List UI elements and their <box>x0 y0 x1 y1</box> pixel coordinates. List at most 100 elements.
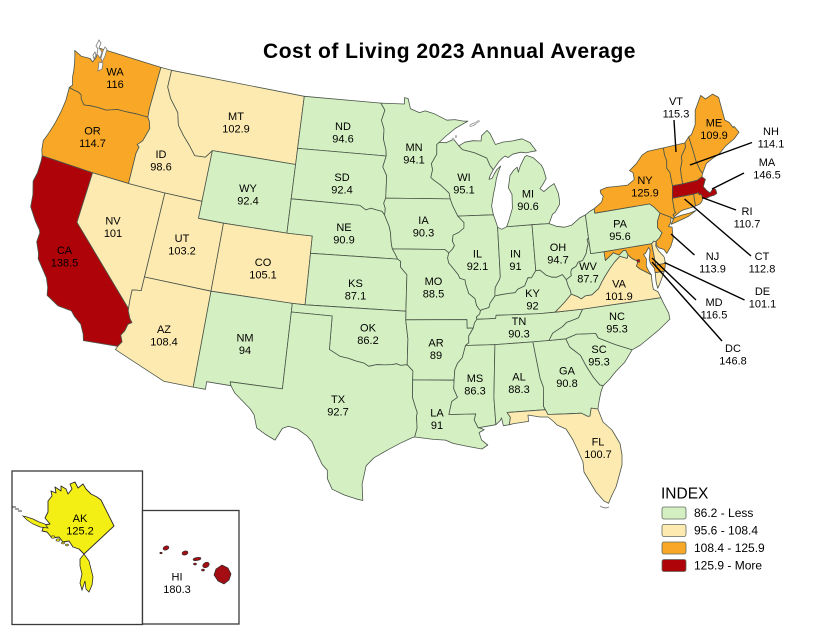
svg-text:OH: OH <box>550 242 567 254</box>
svg-text:90.9: 90.9 <box>333 235 354 247</box>
svg-text:NY: NY <box>637 175 653 187</box>
svg-text:VA: VA <box>612 279 627 291</box>
svg-text:SC: SC <box>591 344 606 356</box>
svg-text:Cost of Living 2023 Annual Ave: Cost of Living 2023 Annual Average <box>263 40 636 63</box>
svg-text:95.6: 95.6 <box>609 231 630 243</box>
svg-text:WV: WV <box>579 261 597 273</box>
svg-text:101.9: 101.9 <box>605 291 633 303</box>
svg-text:NJ: NJ <box>706 251 719 263</box>
svg-text:CT: CT <box>755 251 770 263</box>
svg-text:109.9: 109.9 <box>700 130 728 142</box>
svg-text:SD: SD <box>334 172 349 184</box>
svg-text:92.1: 92.1 <box>467 261 488 273</box>
svg-text:MI: MI <box>522 189 534 201</box>
svg-text:95.3: 95.3 <box>606 324 627 336</box>
svg-text:KY: KY <box>525 288 540 300</box>
svg-text:PA: PA <box>613 219 628 231</box>
svg-text:TX: TX <box>331 394 346 406</box>
svg-text:94.1: 94.1 <box>403 155 424 167</box>
svg-text:WA: WA <box>106 67 124 79</box>
svg-text:95.1: 95.1 <box>453 185 474 197</box>
svg-text:TN: TN <box>512 316 527 328</box>
svg-text:105.1: 105.1 <box>249 270 277 282</box>
svg-text:116.5: 116.5 <box>701 310 728 322</box>
svg-text:DC: DC <box>725 343 741 355</box>
svg-text:ND: ND <box>335 121 351 133</box>
svg-text:138.5: 138.5 <box>51 258 79 270</box>
svg-text:NH: NH <box>763 126 779 138</box>
svg-text:86.3: 86.3 <box>464 386 485 398</box>
svg-text:95.6 - 108.4: 95.6 - 108.4 <box>694 524 758 538</box>
svg-text:CO: CO <box>255 257 272 269</box>
svg-text:89: 89 <box>430 350 442 362</box>
svg-text:92.4: 92.4 <box>331 185 352 197</box>
svg-text:AZ: AZ <box>157 324 171 336</box>
svg-text:AL: AL <box>512 372 525 384</box>
svg-text:86.2: 86.2 <box>357 335 378 347</box>
svg-text:92.4: 92.4 <box>237 196 258 208</box>
svg-text:108.4: 108.4 <box>150 337 178 349</box>
svg-text:146.5: 146.5 <box>753 170 781 182</box>
svg-text:GA: GA <box>559 366 576 378</box>
svg-text:MT: MT <box>228 111 244 123</box>
svg-text:86.2 - Less: 86.2 - Less <box>694 506 753 520</box>
svg-text:IL: IL <box>473 249 482 261</box>
svg-text:UT: UT <box>175 233 190 245</box>
svg-text:95.3: 95.3 <box>588 357 609 369</box>
svg-text:90.3: 90.3 <box>413 228 434 240</box>
svg-text:114.1: 114.1 <box>758 139 785 151</box>
svg-text:94.6: 94.6 <box>332 134 353 146</box>
svg-text:90.6: 90.6 <box>517 201 538 213</box>
svg-text:125.9 - More: 125.9 - More <box>694 559 762 573</box>
svg-text:102.9: 102.9 <box>222 124 250 136</box>
svg-text:91: 91 <box>509 261 521 273</box>
svg-text:116: 116 <box>106 79 124 91</box>
svg-text:MD: MD <box>705 297 722 309</box>
svg-text:87.7: 87.7 <box>577 274 598 286</box>
svg-text:180.3: 180.3 <box>163 584 191 596</box>
svg-text:108.4 - 125.9: 108.4 - 125.9 <box>694 541 765 555</box>
svg-text:88.5: 88.5 <box>423 289 444 301</box>
svg-text:94: 94 <box>239 345 251 357</box>
svg-text:100.7: 100.7 <box>584 449 612 461</box>
svg-text:KS: KS <box>348 278 363 290</box>
svg-text:115.3: 115.3 <box>663 109 690 121</box>
svg-text:125.9: 125.9 <box>631 188 659 200</box>
svg-text:NE: NE <box>336 222 351 234</box>
svg-text:101: 101 <box>104 228 122 240</box>
svg-text:OR: OR <box>84 126 101 138</box>
svg-text:CA: CA <box>57 245 73 257</box>
svg-text:AK: AK <box>73 513 88 525</box>
svg-text:LA: LA <box>430 408 444 420</box>
svg-text:87.1: 87.1 <box>345 291 366 303</box>
svg-text:IN: IN <box>510 249 521 261</box>
svg-text:NM: NM <box>236 333 253 345</box>
svg-text:113.9: 113.9 <box>699 264 726 276</box>
svg-text:INDEX: INDEX <box>661 486 709 503</box>
svg-text:146.8: 146.8 <box>719 356 747 368</box>
svg-text:88.3: 88.3 <box>508 384 529 396</box>
svg-text:WY: WY <box>239 183 257 195</box>
svg-text:NC: NC <box>609 311 625 323</box>
svg-text:IA: IA <box>418 215 429 227</box>
svg-text:MA: MA <box>759 157 776 169</box>
svg-text:92: 92 <box>526 301 538 313</box>
svg-text:110.7: 110.7 <box>734 219 761 231</box>
svg-text:101.1: 101.1 <box>749 299 777 311</box>
svg-text:125.2: 125.2 <box>66 526 94 538</box>
svg-text:VT: VT <box>669 96 683 108</box>
svg-text:90.8: 90.8 <box>556 378 577 390</box>
svg-text:MS: MS <box>467 373 484 385</box>
svg-text:FL: FL <box>592 437 605 449</box>
svg-text:MO: MO <box>425 276 443 288</box>
svg-text:94.7: 94.7 <box>547 255 568 267</box>
svg-text:OK: OK <box>360 323 377 335</box>
svg-text:MN: MN <box>405 142 422 154</box>
svg-text:ID: ID <box>156 149 167 161</box>
svg-text:92.7: 92.7 <box>327 407 348 419</box>
svg-text:AR: AR <box>428 338 443 350</box>
svg-text:RI: RI <box>742 206 753 218</box>
svg-text:98.6: 98.6 <box>150 162 171 174</box>
svg-text:90.3: 90.3 <box>508 329 529 341</box>
svg-text:WI: WI <box>457 172 470 184</box>
